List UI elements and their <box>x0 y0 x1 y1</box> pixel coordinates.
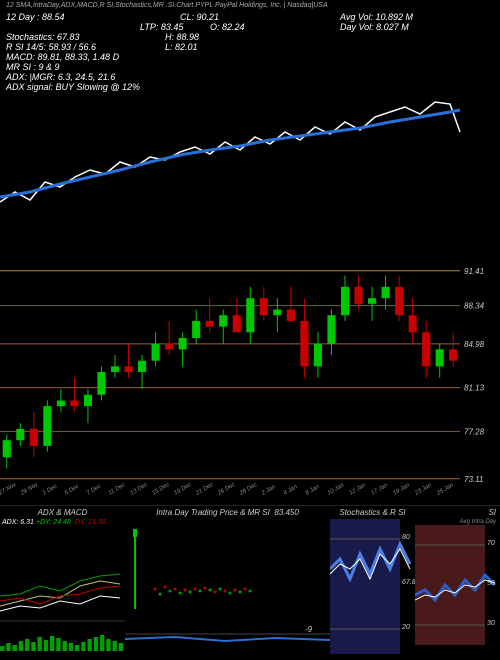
info-header: 12 SMA,IntraDay,ADX,MACD,R SI,Stochastic… <box>0 0 500 82</box>
rsi: R SI 14/5: 58.93 / 56.6 <box>6 42 96 52</box>
sub1-label: ADX: 6.31 +DY: 24.48 -DY: 21.58 <box>0 519 125 526</box>
svg-text:77.28: 77.28 <box>464 427 485 436</box>
avgvol: Avg Vol: 10.892 M <box>340 12 413 22</box>
h: H: 88.98 <box>165 32 199 42</box>
svg-text:80: 80 <box>402 534 410 541</box>
sub-charts-row: ADX & MACD ADX: 6.31 +DY: 24.48 -DY: 21.… <box>0 505 500 660</box>
day12: 12 Day : 88.54 <box>6 12 65 22</box>
svg-text:27 Nov: 27 Nov <box>0 482 18 498</box>
svg-text:2 Jan: 2 Jan <box>260 484 277 497</box>
svg-text:88.34: 88.34 <box>464 302 485 311</box>
svg-text:17 Jan: 17 Jan <box>370 482 389 497</box>
svg-text:84.98: 84.98 <box>464 340 485 349</box>
svg-text:67.83: 67.83 <box>402 579 415 586</box>
sub1-title: ADX & MACD <box>0 506 125 519</box>
svg-text:30: 30 <box>487 620 495 627</box>
l: L: 82.01 <box>165 42 198 52</box>
intraday-panel: Intra Day Trading Price & MR SI 83.450 -… <box>125 505 330 660</box>
svg-text:10 Jan: 10 Jan <box>327 482 346 497</box>
svg-text:50: 50 <box>487 580 495 587</box>
svg-text:11 Dec: 11 Dec <box>108 482 127 496</box>
macd: MACD: 89.81, 88.33, 1.48 D <box>6 52 119 62</box>
o: O: 82.24 <box>210 22 245 32</box>
adx-macd-panel: ADX & MACD ADX: 6.31 +DY: 24.48 -DY: 21.… <box>0 505 125 660</box>
svg-text:21 Dec: 21 Dec <box>194 482 214 497</box>
svg-text:19 Dec: 19 Dec <box>173 482 192 497</box>
svg-text:28 Dec: 28 Dec <box>238 482 258 497</box>
svg-text:23 Jan: 23 Jan <box>413 482 433 497</box>
svg-text:70: 70 <box>487 540 495 547</box>
svg-text:4 Jan: 4 Jan <box>283 484 299 497</box>
svg-text:20: 20 <box>401 624 410 631</box>
dayvol: Day Vol: 8.027 M <box>340 22 409 32</box>
sub3-title: Stochastics & R SI <box>330 506 415 519</box>
svg-text:81.13: 81.13 <box>464 384 485 393</box>
cl: CL: 90.21 <box>180 12 219 22</box>
ltp: LTP: 83.45 <box>140 22 183 32</box>
stochastics-panel: Stochastics & R SI 80 67.83 20 <box>330 505 415 660</box>
svg-text:5 Dec: 5 Dec <box>64 484 81 497</box>
svg-text:25 Jan: 25 Jan <box>435 482 455 497</box>
stoch: Stochastics: 67.83 <box>6 32 80 42</box>
svg-text:7 Dec: 7 Dec <box>86 484 103 497</box>
mrsi: MR SI : 9 & 9 <box>6 62 60 72</box>
topline: 12 SMA,IntraDay,ADX,MACD,R SI,Stochastic… <box>6 2 328 9</box>
candlestick-chart: 91.41 88.34 84.98 81.13 77.28 73.11 27 Nov29 N… <box>0 230 500 500</box>
svg-text:15 Dec: 15 Dec <box>151 482 170 497</box>
svg-text:-9: -9 <box>305 625 313 634</box>
sub4-title: SI <box>415 506 500 519</box>
sma-line-chart <box>0 82 500 217</box>
svg-text:13 Dec: 13 Dec <box>129 482 148 497</box>
svg-text:1 Dec: 1 Dec <box>42 484 59 497</box>
svg-text:29 Nov: 29 Nov <box>19 482 40 498</box>
svg-text:26 Dec: 26 Dec <box>216 482 236 497</box>
svg-text:8 Jan: 8 Jan <box>305 484 321 497</box>
svg-text:91.41: 91.41 <box>464 267 484 276</box>
svg-text:12 Jan: 12 Jan <box>348 482 367 497</box>
svg-text:19 Jan: 19 Jan <box>392 482 411 497</box>
svg-text:73.11: 73.11 <box>464 475 483 484</box>
adx: ADX: |MGR: 6.3, 24.5, 21.6 <box>6 72 115 82</box>
sub2-title: Intra Day Trading Price & MR SI 83.450 <box>125 506 330 519</box>
si-panel: SI Avg Intra Day 705030 <box>415 505 500 660</box>
